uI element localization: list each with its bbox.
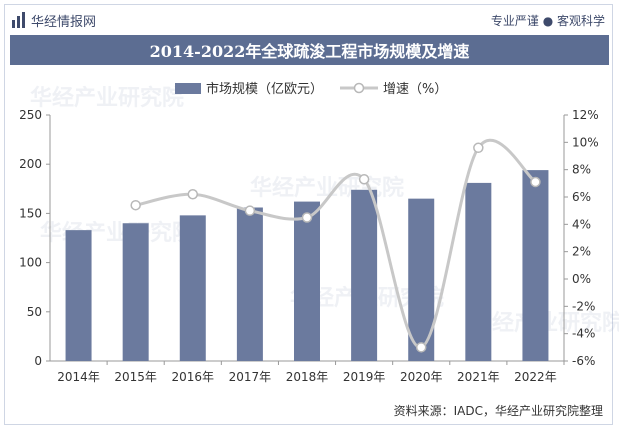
legend-line-marker (353, 82, 365, 94)
brand-name: 华经情报网 (31, 14, 97, 30)
brand: 华经情报网 (12, 10, 96, 30)
y-right-tick-label: 10% (572, 135, 599, 149)
legend-line-label: 增速（%） (383, 82, 447, 97)
y-right-tick-label: 6% (572, 190, 591, 204)
x-tick-label: 2017年 (229, 370, 272, 384)
x-tick-label: 2022年 (514, 370, 557, 384)
bar (522, 170, 549, 361)
growth-point (301, 212, 313, 223)
y-left-tick-label: 100 (19, 256, 42, 270)
y-right-tick-label: -4% (572, 327, 595, 341)
chart-frame (4, 4, 613, 425)
y-right-tick-label: 8% (572, 163, 591, 177)
y-left-tick-label: 250 (19, 108, 42, 122)
y-left-tick-label: 200 (19, 157, 42, 171)
y-left-tick-label: 150 (19, 206, 42, 220)
legend-bar-swatch (175, 83, 201, 94)
growth-point (244, 205, 256, 216)
chart-title: 2014-2022年全球疏浚工程市场规模及增速 (149, 42, 470, 61)
bar (236, 207, 263, 361)
x-tick-label: 2016年 (172, 370, 215, 384)
x-tick-label: 2021年 (457, 370, 500, 384)
legend-bar-label: 市场规模（亿欧元） (206, 81, 323, 97)
growth-point (358, 173, 370, 185)
bar (179, 215, 206, 361)
x-tick-label: 2020年 (400, 370, 443, 384)
watermark-text: 华经产业研究院 (30, 85, 184, 111)
x-tick-label: 2018年 (286, 370, 329, 384)
x-tick-label: 2019年 (343, 370, 386, 384)
y-right-tick-label: -6% (572, 354, 595, 368)
watermark-text: 华经产业研究院 (250, 175, 404, 201)
tagline: 专业严谨 ● 客观科学 (490, 14, 605, 28)
y-right-tick-label: -2% (572, 299, 595, 313)
y-right-tick-label: 4% (572, 217, 591, 231)
x-tick-label: 2014年 (57, 370, 100, 384)
chart-title-bar: 2014-2022年全球疏浚工程市场规模及增速 (10, 35, 609, 65)
x-tick-label: 2015年 (114, 370, 157, 384)
y-left-tick-label: 0 (34, 354, 42, 368)
bar (65, 230, 92, 361)
y-left-tick-label: 50 (27, 305, 42, 319)
growth-point (130, 199, 141, 211)
growth-point (473, 142, 484, 154)
bar (122, 223, 149, 361)
watermark-text: 华经产业研究院 (40, 220, 194, 246)
source-note: 资料来源：IADC，华经产业研究院整理 (393, 404, 603, 418)
bar-logo-icon (12, 12, 25, 28)
bar (465, 182, 492, 361)
bar (294, 201, 320, 361)
y-right-tick-label: 0% (572, 272, 591, 286)
bar (351, 189, 378, 361)
y-right-tick-label: 2% (572, 245, 591, 259)
growth-line (135, 138, 537, 349)
growth-point (415, 342, 427, 353)
growth-point (187, 189, 199, 200)
growth-point (530, 176, 541, 188)
y-right-tick-label: 12% (572, 108, 599, 122)
